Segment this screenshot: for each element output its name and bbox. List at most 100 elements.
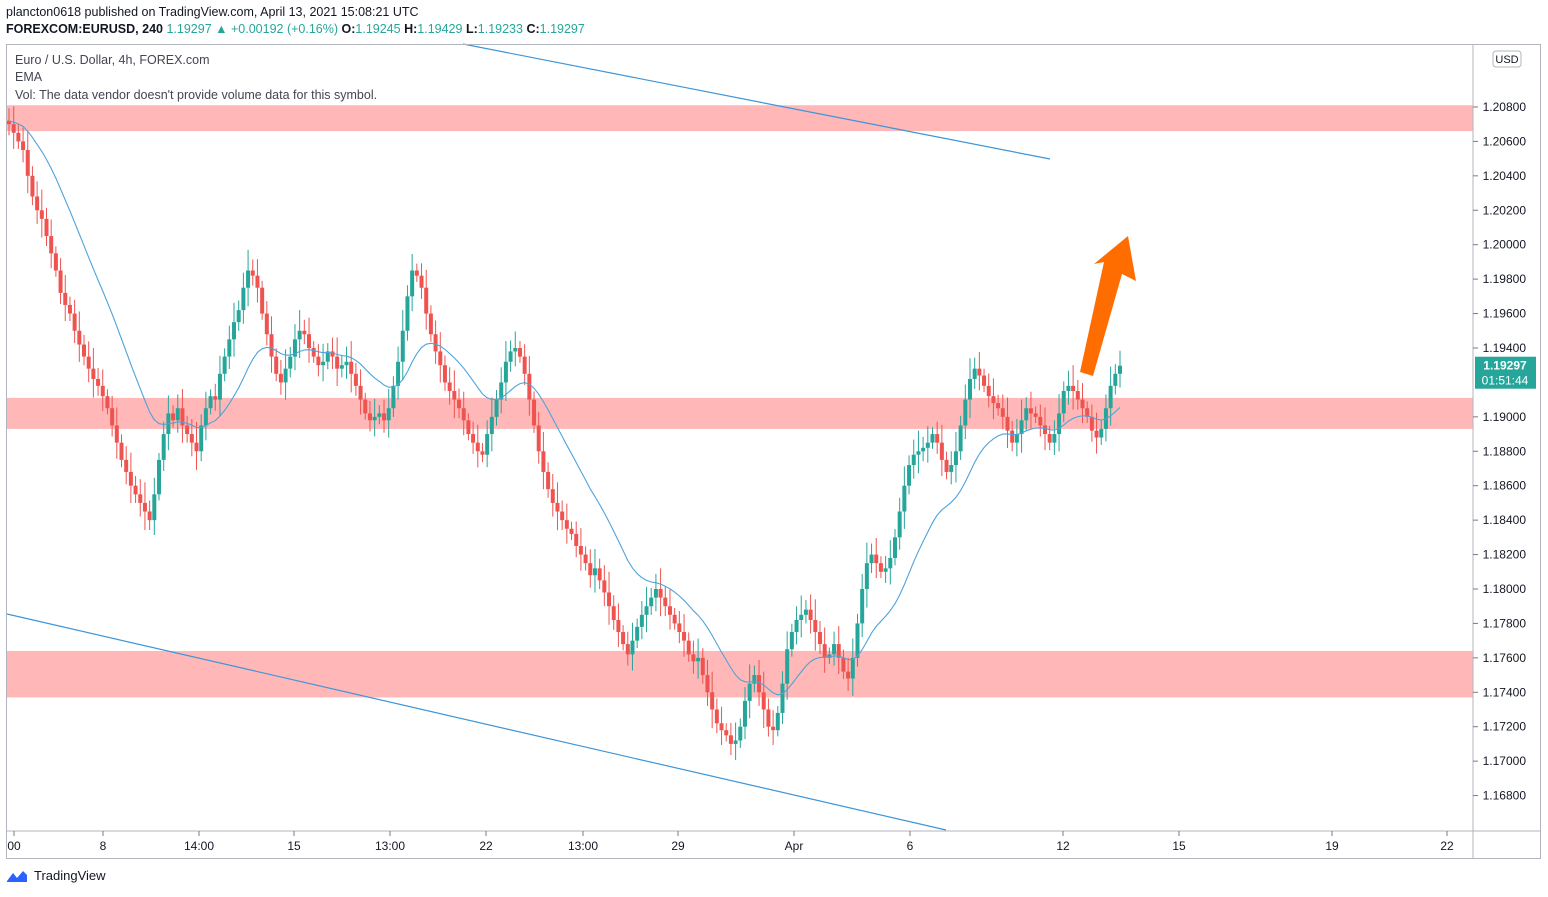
candle-body[interactable] (986, 385, 991, 397)
candle-body[interactable] (428, 313, 433, 335)
candle-body[interactable] (461, 408, 466, 421)
candle-body[interactable] (82, 344, 87, 357)
candle-body[interactable] (110, 408, 115, 426)
candle-body[interactable] (1061, 391, 1066, 414)
candle-body[interactable] (128, 471, 133, 486)
candle-body[interactable] (958, 425, 963, 452)
candle-body[interactable] (499, 382, 504, 400)
candle-body[interactable] (780, 683, 785, 713)
candle-body[interactable] (508, 351, 513, 362)
candle-body[interactable] (414, 270, 419, 276)
candle-body[interactable] (1042, 425, 1047, 435)
candle-body[interactable] (785, 649, 790, 684)
candle-body[interactable] (846, 671, 851, 679)
candle-body[interactable] (1066, 385, 1071, 392)
candle-body[interactable] (911, 454, 916, 466)
candle-body[interactable] (897, 511, 902, 538)
candle-body[interactable] (49, 236, 54, 254)
candle-body[interactable] (972, 368, 977, 379)
candle-body[interactable] (841, 657, 846, 672)
candle-body[interactable] (442, 365, 447, 383)
candle-body[interactable] (297, 330, 302, 340)
candle-body[interactable] (522, 356, 527, 374)
arrow-annotation[interactable] (1080, 236, 1136, 376)
candle-body[interactable] (185, 425, 190, 435)
candle-body[interactable] (1099, 428, 1104, 438)
candle-body[interactable] (1028, 408, 1033, 414)
candle-body[interactable] (161, 434, 166, 460)
candle-body[interactable] (311, 347, 316, 357)
candle-body[interactable] (766, 709, 771, 727)
candle-body[interactable] (949, 465, 954, 472)
candle-body[interactable] (907, 465, 912, 486)
candle-body[interactable] (292, 339, 297, 357)
candle-body[interactable] (602, 580, 607, 593)
candle-body[interactable] (663, 597, 668, 607)
candle-body[interactable] (63, 292, 68, 305)
candle-body[interactable] (1113, 373, 1118, 386)
candle-body[interactable] (433, 334, 438, 352)
candle-body[interactable] (719, 723, 724, 731)
candle-body[interactable] (803, 609, 808, 615)
candle-body[interactable] (264, 313, 269, 335)
candle-body[interactable] (658, 588, 663, 598)
candle-body[interactable] (1108, 385, 1113, 409)
candle-body[interactable] (217, 373, 222, 400)
trendline-upper[interactable] (462, 43, 1051, 160)
candle-body[interactable] (682, 632, 687, 641)
candle-body[interactable] (377, 413, 382, 417)
candle-body[interactable] (527, 373, 532, 400)
candle-body[interactable] (550, 489, 555, 503)
candle-body[interactable] (808, 609, 813, 620)
candle-body[interactable] (124, 459, 129, 472)
candle-body[interactable] (77, 330, 82, 345)
candle-body[interactable] (489, 416, 494, 435)
candle-body[interactable] (447, 382, 452, 392)
candle-body[interactable] (44, 218, 49, 237)
candle-body[interactable] (405, 296, 410, 331)
candle-body[interactable] (532, 399, 537, 426)
candle-body[interactable] (639, 614, 644, 627)
candle-body[interactable] (30, 175, 35, 197)
candle-body[interactable] (424, 287, 429, 314)
candle-body[interactable] (7, 120, 11, 125)
candle-body[interactable] (677, 623, 682, 633)
candle-body[interactable] (119, 442, 124, 460)
candle-body[interactable] (607, 592, 612, 607)
candle-body[interactable] (1014, 434, 1019, 443)
candle-body[interactable] (1024, 408, 1029, 421)
candle-body[interactable] (588, 563, 593, 576)
candle-body[interactable] (930, 434, 935, 443)
candle-body[interactable] (967, 378, 972, 400)
candle-body[interactable] (953, 451, 958, 466)
candle-body[interactable] (391, 385, 396, 409)
candle-body[interactable] (991, 396, 996, 404)
candle-body[interactable] (339, 365, 344, 369)
candle-body[interactable] (691, 654, 696, 662)
candle-body[interactable] (597, 568, 602, 581)
candle-body[interactable] (250, 270, 255, 276)
candle-body[interactable] (133, 485, 138, 495)
candle-body[interactable] (138, 494, 143, 503)
candle-body[interactable] (16, 132, 21, 142)
candle-body[interactable] (213, 396, 218, 400)
candle-body[interactable] (686, 640, 691, 655)
candle-body[interactable] (25, 150, 30, 176)
candle-body[interactable] (199, 425, 204, 452)
candle-body[interactable] (114, 425, 119, 443)
candle-body[interactable] (944, 459, 949, 472)
candle-body[interactable] (836, 644, 841, 658)
candle-body[interactable] (752, 675, 757, 684)
candle-body[interactable] (480, 451, 485, 455)
candle-body[interactable] (1089, 416, 1094, 431)
candle-body[interactable] (494, 399, 499, 417)
candle-body[interactable] (321, 361, 326, 366)
candle-body[interactable] (419, 275, 424, 288)
candle-body[interactable] (396, 361, 401, 386)
candle-body[interactable] (503, 361, 508, 383)
candle-body[interactable] (1005, 416, 1010, 431)
candle-body[interactable] (382, 413, 387, 421)
candle-body[interactable] (630, 640, 635, 655)
candle-body[interactable] (1000, 408, 1005, 417)
candle-body[interactable] (400, 330, 405, 362)
